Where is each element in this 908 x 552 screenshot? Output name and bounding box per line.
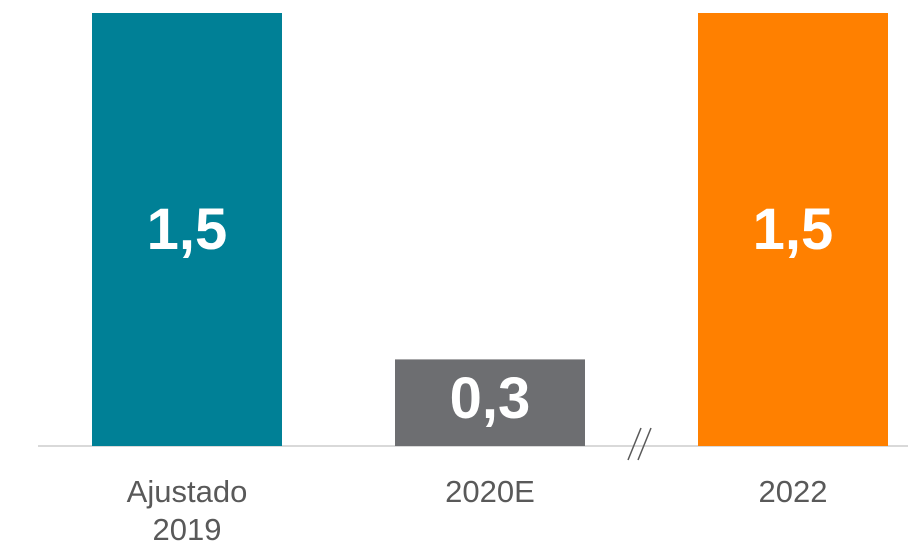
axis-break bbox=[627, 427, 642, 461]
axis-break bbox=[637, 427, 652, 461]
x-tick-label: 2022 bbox=[758, 474, 828, 509]
value-label: 1,5 bbox=[752, 196, 834, 262]
value-label: 0,3 bbox=[449, 365, 531, 431]
bar bbox=[92, 13, 282, 446]
x-tick-label: 2020E bbox=[445, 474, 535, 509]
bar bbox=[395, 359, 585, 446]
value-label: 1,5 bbox=[146, 196, 228, 262]
x-tick-label: Ajustado 2019 bbox=[126, 474, 248, 547]
bar bbox=[698, 13, 888, 446]
